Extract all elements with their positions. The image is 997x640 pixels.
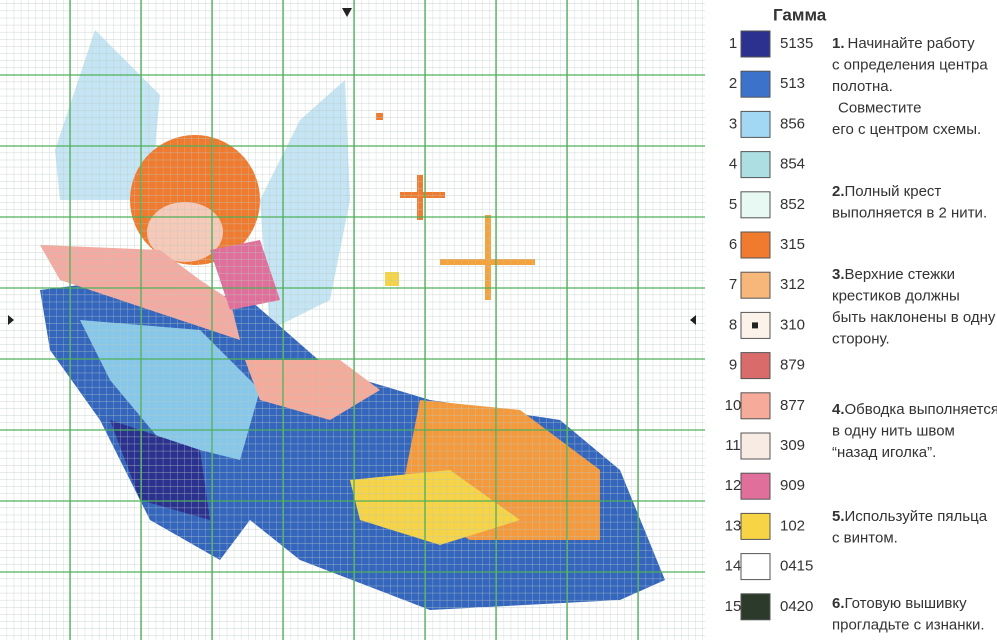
instruction-line: его с центром схемы.	[832, 121, 981, 138]
color-swatch	[740, 593, 771, 621]
instruction-line: “назад иголка”.	[832, 444, 936, 461]
color-swatch	[740, 553, 771, 581]
instruction-line: Верхние стежки	[845, 266, 956, 283]
color-swatch	[740, 151, 771, 179]
color-swatch	[740, 30, 771, 58]
color-swatch	[740, 271, 771, 299]
instruction-number: 5.	[832, 508, 845, 525]
instructions: 1. Начинайте работу с определения центра по…	[832, 35, 997, 634]
color-swatch	[740, 352, 771, 380]
major-grid	[0, 0, 705, 640]
instruction-line: крестиков должны	[832, 287, 960, 304]
row-number: 15	[725, 598, 742, 615]
instruction-number: 6.	[832, 595, 845, 612]
color-code: 854	[780, 156, 805, 173]
instruction-number: 1.	[832, 35, 845, 52]
instruction-line: сторону.	[832, 330, 890, 347]
color-code: 0420	[780, 598, 813, 615]
color-swatch	[740, 191, 771, 219]
row-number: 3	[729, 115, 737, 132]
color-code: 310	[780, 316, 805, 333]
instruction-line: Готовую вышивку	[845, 595, 968, 612]
instruction-line: с определения центра	[832, 56, 988, 73]
row-number: 9	[729, 357, 737, 374]
color-swatch	[740, 472, 771, 500]
instruction-line: прогладьте с изнанки.	[832, 616, 985, 633]
color-code: 877	[780, 397, 805, 414]
instruction-line: Обводка выполняется	[845, 401, 997, 418]
row-number: 4	[729, 156, 737, 173]
color-code: 852	[780, 196, 805, 213]
color-code: 909	[780, 477, 805, 494]
color-swatch	[740, 392, 771, 420]
color-swatch	[740, 512, 771, 540]
instruction-number: 4.	[832, 401, 845, 418]
instruction-line: в одну нить швом	[832, 422, 955, 439]
instruction-line: Используйте пяльца	[845, 508, 988, 525]
instruction-line: Совместите	[838, 99, 921, 116]
color-swatch	[740, 70, 771, 98]
fine-grid	[0, 0, 705, 640]
legend-title: Гамма	[773, 5, 827, 24]
color-code: 5135	[780, 35, 813, 52]
color-code: 102	[780, 517, 805, 534]
instruction-number: 2.	[832, 183, 845, 200]
color-code: 879	[780, 357, 805, 374]
swatch-symbol	[752, 322, 758, 329]
instruction-line: выполняется в 2 нити.	[832, 204, 987, 221]
center-markers	[8, 8, 696, 325]
color-swatch	[740, 432, 771, 460]
row-number: 11	[725, 437, 741, 454]
row-number: 14	[725, 558, 742, 575]
row-number: 8	[729, 316, 737, 333]
legend-rows: 1 5135 2 513 3 856 4 854 5 852 6 315 7 312 8 310 9 879 10 8…	[725, 30, 813, 621]
instruction-line: полотна.	[832, 78, 893, 95]
instruction-line: Начинайте работу	[848, 35, 976, 52]
row-number: 7	[729, 276, 737, 293]
color-code: 856	[780, 115, 805, 132]
instruction-number: 3.	[832, 266, 845, 283]
row-number: 10	[725, 397, 742, 414]
instruction-line: с винтом.	[832, 529, 898, 546]
color-code: 312	[780, 276, 805, 293]
color-swatch	[740, 231, 771, 259]
row-number: 12	[725, 477, 742, 494]
color-swatch	[740, 110, 771, 138]
color-code: 513	[780, 75, 805, 92]
color-code: 315	[780, 236, 805, 253]
row-number: 6	[729, 236, 737, 253]
row-number: 13	[725, 517, 742, 534]
color-code: 309	[780, 437, 805, 454]
row-number: 5	[729, 196, 737, 213]
color-code: 0415	[780, 558, 813, 575]
instruction-line: быть наклонены в одну	[832, 309, 996, 326]
row-number: 2	[729, 75, 737, 92]
instruction-line: Полный крест	[845, 183, 942, 200]
row-number: 1	[729, 35, 737, 52]
